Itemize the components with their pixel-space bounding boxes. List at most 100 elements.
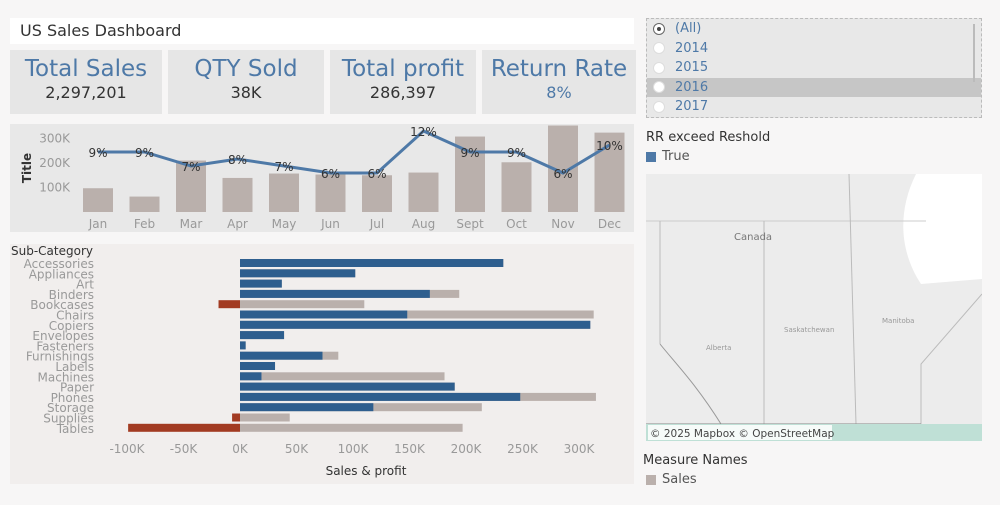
category-label: Accessories	[24, 257, 94, 271]
y-axis-title: Sub-Category	[11, 244, 93, 258]
x-tick-label: -100K	[109, 442, 145, 456]
line-data-label: 10%	[596, 139, 623, 153]
x-tick-label: Sept	[456, 217, 484, 231]
line-data-label: 7%	[181, 160, 200, 174]
x-tick-label: May	[272, 217, 297, 231]
category-label: Labels	[55, 360, 94, 374]
category-label: Storage	[47, 401, 94, 415]
line-data-label: 12%	[410, 125, 437, 139]
profit-bar	[240, 269, 356, 278]
profit-bar	[240, 382, 455, 391]
subcategory-chart: Sub-CategoryAccessoriesAppliancesArtBind…	[10, 244, 634, 484]
month-bar	[362, 175, 392, 212]
x-tick-label: 50K	[285, 442, 309, 456]
filter-option[interactable]: 2015	[647, 58, 981, 78]
kpi-value: 38K	[230, 83, 262, 102]
dashboard-title: US Sales Dashboard	[10, 18, 634, 44]
x-tick-label: Aug	[412, 217, 435, 231]
filter-option-label: 2016	[675, 79, 709, 95]
line-data-label: 9%	[507, 146, 526, 160]
kpi-label: Return Rate	[490, 56, 628, 82]
line-data-label: 6%	[553, 167, 572, 181]
monthly-sales-chart: Title 100K 200K 300K Jan Feb Mar Apr May Jun Jul Au…	[10, 124, 634, 232]
category-label: Machines	[38, 370, 94, 384]
month-bar	[501, 162, 532, 212]
profit-bar	[240, 320, 591, 329]
map[interactable]: Canada Alberta Saskatchewan Manitoba © 2…	[646, 174, 982, 441]
line-data-label: 6%	[321, 167, 340, 181]
map-attribution[interactable]: © 2025 Mapbox © OpenStreetMap	[650, 428, 835, 440]
map-label: Saskatchewan	[784, 326, 834, 334]
kpi-total-sales: Total Sales 2,297,201	[10, 50, 162, 114]
radio-button[interactable]	[653, 100, 665, 113]
filter-scrollbar[interactable]	[973, 24, 975, 82]
x-tick-label: Feb	[134, 217, 155, 231]
line-data-label: 6%	[367, 167, 386, 181]
kpi-label: QTY Sold	[194, 56, 298, 82]
filter-option[interactable]: (All)	[647, 19, 981, 39]
return-rate-line	[98, 129, 611, 175]
sales-bar	[240, 423, 463, 432]
x-axis-title: Sales & profit	[326, 464, 407, 478]
category-label: Tables	[56, 422, 94, 436]
filter-option[interactable]: 2014	[647, 39, 981, 59]
filter-option-label: 2014	[675, 40, 709, 56]
x-tick-label: 0K	[232, 442, 249, 456]
category-label: Phones	[51, 391, 94, 405]
sales-bar	[240, 300, 365, 309]
kpi-qty-sold: QTY Sold 38K	[168, 50, 324, 114]
x-tick-label: -50K	[170, 442, 199, 456]
water-body	[903, 174, 982, 284]
x-tick-label: Jun	[320, 217, 340, 231]
filter-option-label: 2017	[675, 99, 709, 115]
filter-option-label: 2015	[675, 60, 709, 76]
legend-label: Sales	[662, 472, 697, 487]
profit-bar	[240, 310, 408, 319]
filter-option[interactable]: 2016	[647, 77, 981, 97]
category-label: Paper	[60, 381, 94, 395]
filter-option-label: (All)	[675, 21, 702, 37]
profit-bar	[240, 372, 262, 381]
radio-button[interactable]	[653, 81, 665, 94]
border-line	[659, 343, 722, 425]
filter-option[interactable]: 2017	[647, 97, 981, 117]
category-label: Supplies	[43, 412, 94, 426]
profit-bar	[240, 362, 276, 370]
profit-bar	[240, 403, 374, 412]
y-tick-label: 100K	[39, 181, 71, 195]
category-label: Copiers	[49, 319, 94, 333]
radio-button[interactable]	[653, 22, 665, 35]
sales-bar	[240, 372, 445, 381]
x-tick-label: Jul	[369, 217, 384, 231]
profit-bar	[128, 423, 240, 432]
kpi-label: Total Sales	[24, 56, 148, 82]
profit-bar	[240, 279, 282, 288]
map-label: Canada	[734, 232, 772, 243]
x-tick-label: 300K	[564, 442, 596, 456]
year-filter[interactable]: (All) 2014 2015 2016 2017	[646, 18, 982, 118]
measure-legend-item: Sales	[646, 472, 697, 487]
category-label: Binders	[49, 288, 94, 302]
rr-legend-item: True	[646, 149, 690, 164]
x-tick-label: Dec	[598, 217, 621, 231]
month-bar	[129, 196, 160, 212]
category-label: Envelopes	[32, 329, 94, 343]
radio-button[interactable]	[653, 61, 665, 74]
line-data-label: 8%	[228, 153, 247, 167]
kpi-label: Total profit	[341, 56, 465, 82]
chart-background	[10, 244, 634, 484]
profit-bar	[240, 259, 504, 267]
sales-bar	[240, 310, 594, 319]
legend-label: True	[662, 149, 690, 164]
kpi-value: 8%	[546, 83, 572, 102]
month-bar	[269, 173, 299, 212]
x-tick-label: Jan	[88, 217, 108, 231]
month-bar	[222, 177, 253, 212]
month-bar	[176, 160, 206, 212]
y-tick-label: 300K	[39, 132, 71, 146]
month-bar	[315, 174, 346, 212]
line-data-label: 9%	[88, 146, 107, 160]
y-axis-title: Title	[20, 153, 34, 183]
legend-swatch	[646, 151, 656, 162]
radio-button[interactable]	[653, 42, 665, 55]
